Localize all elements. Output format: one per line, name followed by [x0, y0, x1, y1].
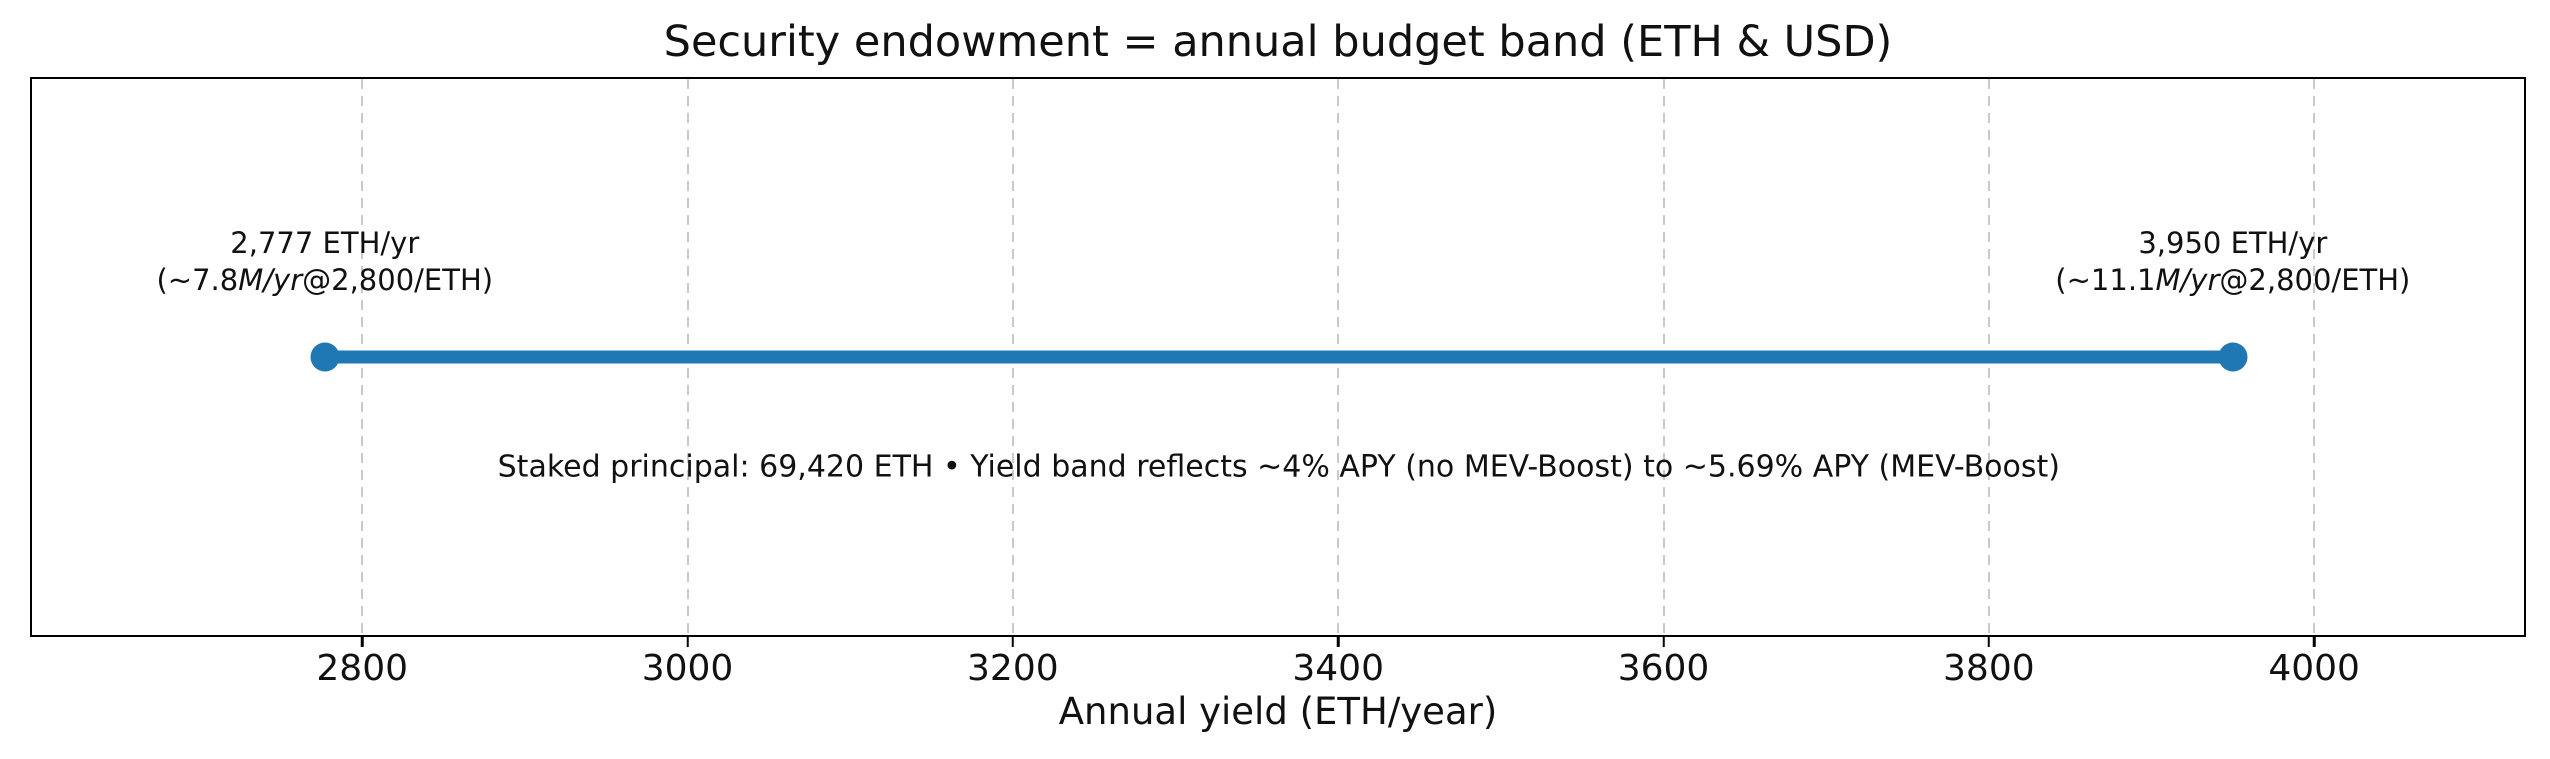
- annotation-text-segment: M/yr: [238, 263, 303, 297]
- annotation-left-eth-per-year: 2,777 ETH/yr: [230, 226, 420, 260]
- annotation-text-segment: M/yr: [2155, 263, 2220, 297]
- annotation-right-endpoint: 3,950 ETH/yr (~11.1M/yr@2,800/ETH): [2055, 225, 2410, 299]
- band-endpoint-left-marker: [310, 342, 340, 372]
- x-tick-label-3600: 3600: [1617, 648, 1710, 689]
- annotation-text-segment: 2,800/ETH): [331, 263, 494, 297]
- band-endpoint-right-marker: [2218, 342, 2248, 372]
- x-tick-mark-4000: [2312, 635, 2316, 647]
- annotation-text-segment: (~: [156, 263, 193, 297]
- x-tick-label-3800: 3800: [1943, 648, 2035, 689]
- annotation-text-segment: (~: [2055, 263, 2091, 297]
- annotation-text-segment: @: [302, 263, 332, 297]
- x-tick-label-3200: 3200: [967, 648, 1059, 689]
- annotation-left-endpoint: 2,777 ETH/yr (~7.8M/yr@2,800/ETH): [156, 225, 493, 299]
- chart-title: Security endowment = annual budget band …: [663, 17, 1893, 67]
- staked-principal-note: Staked principal: 69,420 ETH • Yield ban…: [497, 449, 2060, 485]
- x-tick-mark-3000: [686, 635, 689, 647]
- x-tick-mark-3800: [1987, 635, 1991, 647]
- annotation-text-segment: @: [2219, 263, 2249, 297]
- gridline-x-4000: [2313, 79, 2316, 635]
- annotation-right-eth-per-year: 3,950 ETH/yr: [2138, 226, 2328, 260]
- x-tick-mark-3200: [1011, 635, 1015, 647]
- annotation-text-segment: 7.8: [192, 263, 239, 297]
- budget-band-line: [324, 350, 2233, 364]
- plot-area: 2,777 ETH/yr (~7.8M/yr@2,800/ETH) 3,950 …: [30, 77, 2526, 733]
- x-tick-label-3400: 3400: [1292, 648, 1384, 689]
- annotation-right-usd-per-year: (~11.1M/yr@2,800/ETH): [2055, 262, 2410, 299]
- x-tick-label-2800: 2800: [316, 648, 409, 689]
- x-tick-mark-2800: [360, 635, 364, 647]
- annotation-text-segment: 11.1: [2090, 263, 2156, 297]
- x-tick-label-4000: 4000: [2268, 648, 2360, 689]
- x-tick-label-3000: 3000: [641, 648, 734, 689]
- annotation-text-segment: 2,800/ETH): [2248, 263, 2411, 297]
- x-tick-mark-3600: [1662, 635, 1665, 647]
- x-axis-label: Annual yield (ETH/year): [1058, 690, 1498, 733]
- x-tick-mark-3400: [1336, 635, 1340, 647]
- annotation-left-usd-per-year: (~7.8M/yr@2,800/ETH): [156, 262, 493, 299]
